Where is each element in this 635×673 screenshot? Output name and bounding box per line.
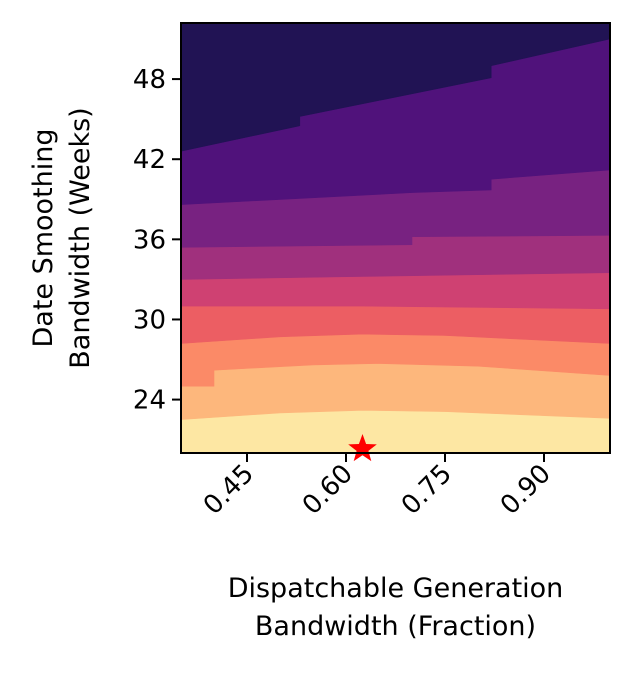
y-tick-label: 36 <box>133 225 166 255</box>
x-tick-label: 0.90 <box>495 459 557 521</box>
y-axis: 24 30 36 42 48 <box>133 65 181 416</box>
x-axis: 0.45 0.60 0.75 0.90 <box>198 453 557 521</box>
x-tick-label: 0.75 <box>396 459 458 521</box>
y-tick-label: 42 <box>133 145 166 175</box>
x-axis-label-line2: Bandwidth (Fraction) <box>255 611 536 642</box>
x-axis-label-line1: Dispatchable Generation <box>228 573 564 604</box>
x-tick-label: 0.45 <box>198 459 260 521</box>
contour-fills <box>181 23 610 453</box>
plot-frame <box>180 22 611 454</box>
y-axis-label-line2: Bandwidth (Weeks) <box>65 107 96 368</box>
y-axis-label-line1: Date Smoothing <box>28 128 59 347</box>
y-tick-label: 24 <box>133 386 166 416</box>
contour-band-9 <box>181 23 610 152</box>
marker-layer <box>348 434 377 462</box>
y-tick-label: 48 <box>133 65 166 95</box>
optimum-star-marker <box>348 434 377 462</box>
x-tick-label: 0.60 <box>297 459 359 521</box>
y-tick-label: 30 <box>133 305 166 335</box>
